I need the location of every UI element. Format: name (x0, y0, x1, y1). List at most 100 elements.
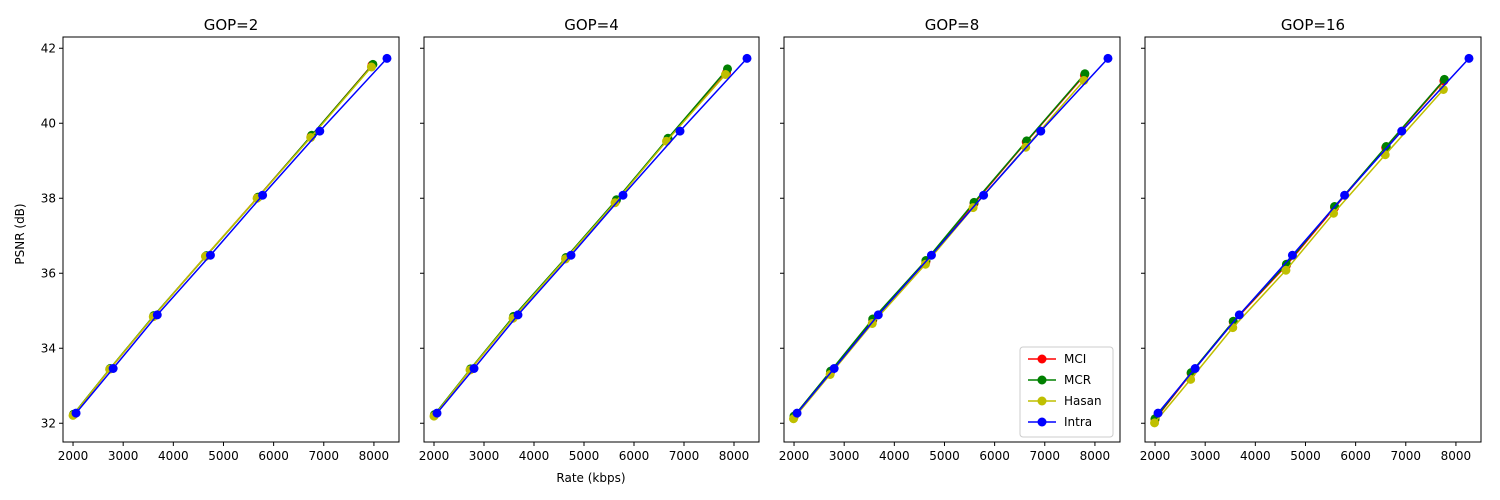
data-point (1380, 150, 1390, 160)
x-tick-label: 4000 (158, 449, 189, 463)
x-tick-label: 8000 (1441, 449, 1472, 463)
data-point (1287, 250, 1297, 260)
data-point (1464, 53, 1474, 63)
x-tick-label: 8000 (1080, 449, 1111, 463)
y-tick-label: 42 (41, 41, 56, 55)
x-tick-label: 2000 (1140, 449, 1171, 463)
y-tick-label: 40 (41, 116, 56, 130)
data-point (432, 408, 442, 418)
data-point (610, 198, 620, 208)
subplot-title: GOP=16 (1281, 16, 1345, 34)
x-tick-label: 7000 (1030, 449, 1061, 463)
y-axis-label: PSNR (dB) (13, 203, 27, 264)
data-point (1397, 126, 1407, 136)
data-point (721, 70, 730, 79)
plot-frame (1144, 36, 1482, 443)
data-point (382, 53, 392, 63)
legend-marker (1037, 375, 1047, 385)
x-tick-label: 5000 (1290, 449, 1321, 463)
x-tick-label: 6000 (979, 449, 1010, 463)
data-point (315, 126, 325, 136)
subplot-title: GOP=4 (564, 16, 619, 34)
legend-label: MCI (1064, 352, 1086, 366)
series-intra (71, 53, 392, 418)
x-tick-label: 6000 (619, 449, 650, 463)
x-tick-label: 2000 (58, 449, 89, 463)
plot-frame (783, 36, 1121, 443)
subplot-4: GOP=16 2000 3000 4000 5000 6000 7000 8000 (1140, 16, 1482, 463)
x-tick-label: 3000 (108, 449, 139, 463)
subplot-title: GOP=8 (925, 16, 980, 34)
data-point (71, 408, 81, 418)
subplot-1: GOP=2 2000 3000 4000 5000 6000 7000 8000 32 34 36 3… (41, 16, 400, 463)
subplot-2: GOP=4 2000 3000 4000 5000 6000 7000 8000 (419, 16, 760, 463)
legend-label: Intra (1064, 415, 1092, 429)
data-point (979, 190, 989, 200)
data-point (829, 364, 839, 373)
x-tick-label: 3000 (1190, 449, 1221, 463)
data-point (792, 408, 802, 418)
series-intra (1153, 53, 1474, 418)
data-point (258, 190, 268, 200)
data-point (1381, 142, 1391, 151)
legend-label: Hasan (1064, 394, 1102, 408)
legend-entry-mci: MCI (1028, 352, 1086, 366)
data-point (873, 310, 883, 320)
x-tick-label: 6000 (1340, 449, 1371, 463)
series-intra (792, 53, 1113, 418)
legend-marker (1037, 354, 1047, 364)
series-line (1157, 57, 1470, 414)
data-point (920, 259, 930, 269)
x-tick-label: 3000 (469, 449, 500, 463)
data-point (1186, 374, 1196, 384)
legend-entry-mcr: MCR (1028, 373, 1091, 387)
subplots: GOP=2 2000 3000 4000 5000 6000 7000 8000 32 34 36 3… (41, 16, 1482, 463)
data-point (1329, 208, 1339, 218)
data-point (618, 190, 628, 200)
data-point (1150, 418, 1160, 428)
x-tick-label: 2000 (779, 449, 810, 463)
legend-entry-hasan: Hasan (1028, 394, 1102, 408)
x-tick-label: 5000 (929, 449, 960, 463)
y-tick-label: 32 (41, 416, 56, 430)
data-point (1340, 190, 1350, 200)
x-tick-label: 5000 (569, 449, 600, 463)
x-tick-label: 2000 (419, 449, 450, 463)
data-point (513, 310, 523, 320)
legend-entry-intra: Intra (1028, 415, 1092, 429)
data-point (108, 364, 118, 373)
data-point (662, 136, 671, 146)
x-tick-label: 3000 (829, 449, 860, 463)
subplot-3: GOP=8 2000 3000 4000 5000 6000 7000 8000 (779, 16, 1121, 463)
series-line (75, 57, 388, 414)
legend-marker (1037, 417, 1047, 427)
legend-box (1019, 346, 1114, 438)
data-point (1281, 265, 1291, 275)
data-point (205, 250, 215, 260)
data-point (152, 310, 162, 320)
data-point (1438, 85, 1448, 94)
plot-frame (423, 36, 760, 443)
y-tick-label: 36 (41, 266, 56, 280)
x-tick-label: 6000 (258, 449, 289, 463)
data-point (926, 250, 936, 260)
y-tick-label: 38 (41, 191, 56, 205)
x-tick-label: 7000 (309, 449, 340, 463)
x-tick-label: 7000 (669, 449, 700, 463)
x-tick-label: 8000 (719, 449, 750, 463)
data-point (366, 62, 376, 72)
data-point (1153, 408, 1163, 418)
plot-frame (62, 36, 400, 443)
x-tick-label: 5000 (208, 449, 239, 463)
x-tick-label: 4000 (519, 449, 550, 463)
data-point (1190, 364, 1200, 373)
data-point (469, 364, 479, 373)
y-tick-label: 34 (41, 341, 56, 355)
x-tick-label: 4000 (1240, 449, 1271, 463)
x-tick-label: 8000 (359, 449, 390, 463)
legend-label: MCR (1064, 373, 1091, 387)
data-point (1080, 69, 1090, 79)
data-point (1036, 126, 1046, 136)
x-axis-label: Rate (kbps) (556, 471, 625, 485)
